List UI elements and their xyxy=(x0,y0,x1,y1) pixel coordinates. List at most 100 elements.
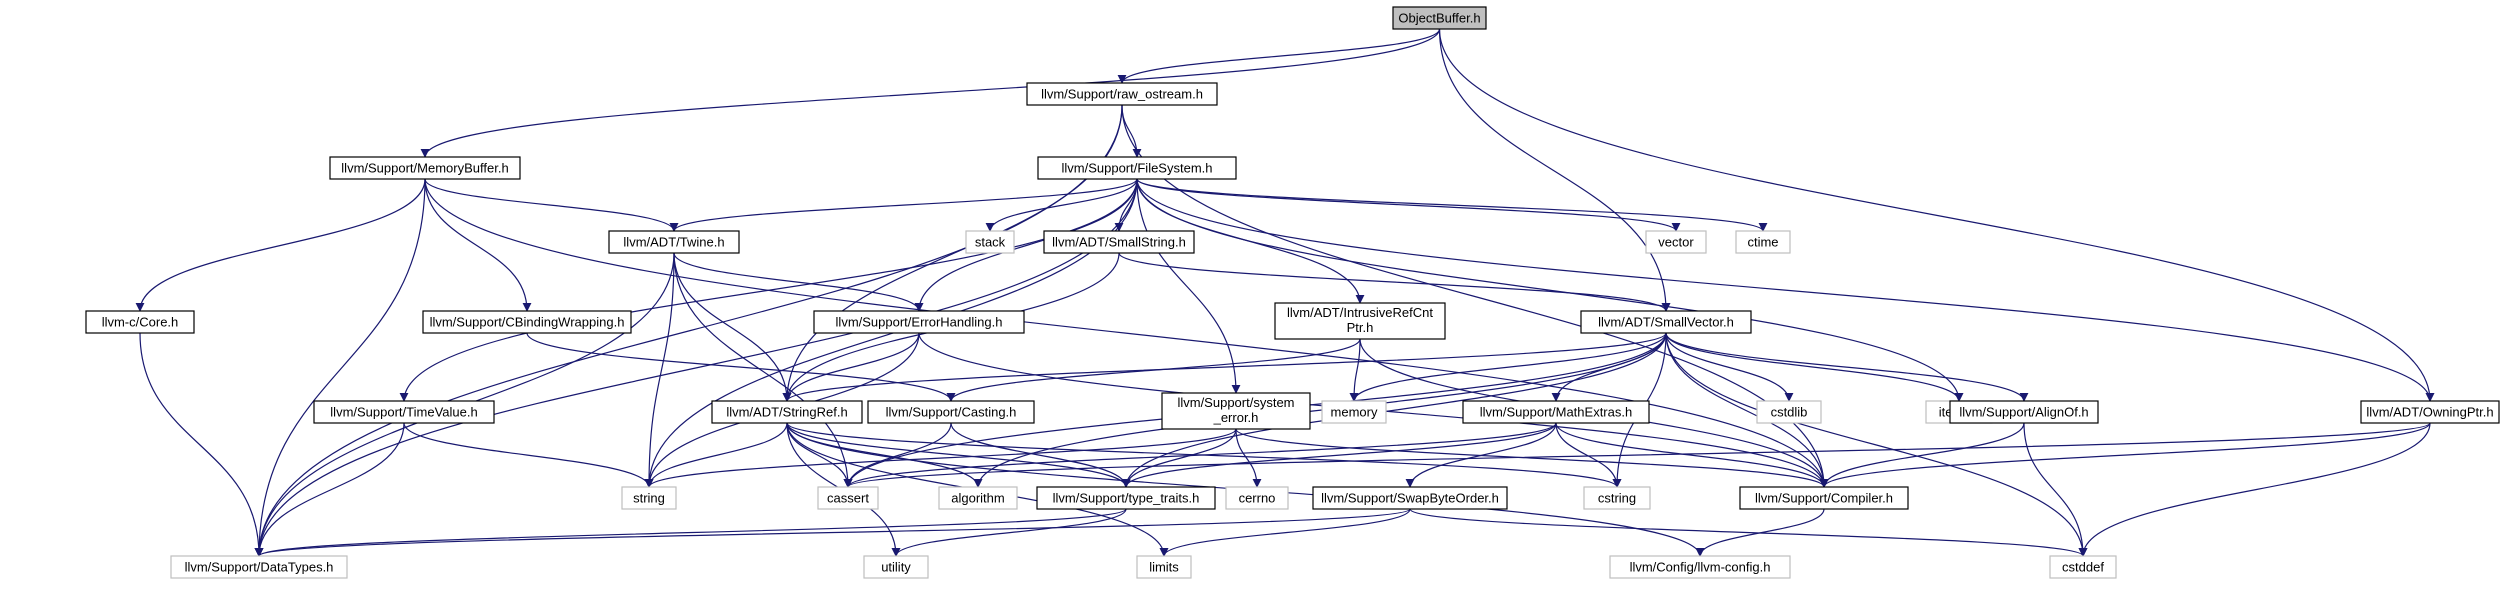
node-label: llvm/ADT/OwningPtr.h xyxy=(2366,405,2493,420)
node-box xyxy=(1756,400,1822,424)
node-label: llvm/Support/FileSystem.h xyxy=(1062,161,1213,176)
node-box xyxy=(85,310,195,334)
node-box xyxy=(863,555,929,579)
node-box xyxy=(608,230,740,254)
node-label: llvm-c/Core.h xyxy=(102,315,179,330)
edge-n23-n36 xyxy=(2078,422,2431,557)
node-label: ctime xyxy=(1747,235,1778,250)
node-n22[interactable]: llvm/Support/AlignOf.h xyxy=(1949,400,2099,424)
node-n20[interactable]: llvm/Support/system _error.h xyxy=(1161,392,1311,430)
node-n23[interactable]: llvm/ADT/OwningPtr.h xyxy=(2360,400,2500,424)
node-n3[interactable]: llvm/Support/FileSystem.h xyxy=(1037,156,1237,180)
node-n0: ObjectBuffer.h xyxy=(1392,6,1487,30)
node-label: llvm/Support/Compiler.h xyxy=(1755,491,1893,506)
node-label: llvm/Support/MathExtras.h xyxy=(1480,405,1632,420)
node-label: llvm/ADT/IntrusiveRefCnt Ptr.h xyxy=(1287,305,1433,335)
node-n13[interactable]: llvm/ADT/SmallVector.h xyxy=(1580,310,1752,334)
edge-n13-n15 xyxy=(1665,332,1794,402)
node-n25: cassert xyxy=(817,486,879,510)
node-n31[interactable]: llvm/Support/Compiler.h xyxy=(1739,486,1909,510)
edge-n3-n23 xyxy=(1136,178,2435,402)
node-label: llvm/ADT/SmallVector.h xyxy=(1598,315,1734,330)
edge-n13-n14 xyxy=(1349,332,1667,402)
node-n11[interactable]: llvm/Support/ErrorHandling.h xyxy=(813,310,1025,334)
node-box xyxy=(1037,156,1237,180)
node-label: llvm/Support/SwapByteOrder.h xyxy=(1321,491,1499,506)
edge-n4-n24 xyxy=(644,252,675,488)
node-box xyxy=(938,486,1018,510)
edges-layer xyxy=(135,28,2435,557)
node-n19[interactable]: llvm/Support/Casting.h xyxy=(867,400,1035,424)
node-box xyxy=(813,310,1025,334)
edge-n23-n31 xyxy=(1819,422,2431,488)
node-box xyxy=(621,486,677,510)
node-n12[interactable]: llvm/ADT/IntrusiveRefCnt Ptr.h xyxy=(1274,302,1446,340)
edge-n13-n36 xyxy=(1665,332,2088,557)
node-label: llvm/Support/DataTypes.h xyxy=(185,560,334,575)
node-label: llvm/Support/AlignOf.h xyxy=(1959,405,2088,420)
edge-n21-n27 xyxy=(1121,422,1557,488)
node-n9[interactable]: llvm-c/Core.h xyxy=(85,310,195,334)
node-box xyxy=(1392,6,1487,30)
node-label: llvm/Support/CBindingWrapping.h xyxy=(430,315,625,330)
edge-n31-n35 xyxy=(1695,508,1825,557)
edge-n0-n1 xyxy=(1117,28,1441,84)
edge-n17-n24 xyxy=(403,422,654,488)
node-label: memory xyxy=(1331,405,1378,420)
node-n1[interactable]: llvm/Support/raw_ostream.h xyxy=(1026,82,1218,106)
node-n10[interactable]: llvm/Support/CBindingWrapping.h xyxy=(422,310,632,334)
node-label: algorithm xyxy=(951,491,1004,506)
edge-n21-n30 xyxy=(1555,422,1622,488)
edge-n9-n32 xyxy=(139,332,264,557)
edge-n2-n9 xyxy=(135,178,426,312)
node-n17[interactable]: llvm/Support/TimeValue.h xyxy=(313,400,495,424)
node-n28: cerrno xyxy=(1225,486,1289,510)
edge-n17-n32 xyxy=(254,422,405,557)
node-box xyxy=(329,156,521,180)
edge-n22-n36 xyxy=(2023,422,2088,557)
node-n21[interactable]: llvm/Support/MathExtras.h xyxy=(1462,400,1650,424)
edge-n4-n11 xyxy=(673,252,924,312)
edge-n2-n10 xyxy=(424,178,532,312)
edge-n20-n24 xyxy=(644,428,1237,488)
node-n29[interactable]: llvm/Support/SwapByteOrder.h xyxy=(1312,486,1508,510)
node-n7: vector xyxy=(1645,230,1707,254)
node-box xyxy=(422,310,632,334)
edge-n22-n31 xyxy=(1819,422,2025,488)
edge-n3-n5 xyxy=(985,178,1138,232)
edge-n3-n20 xyxy=(1136,178,1241,394)
node-label: vector xyxy=(1658,235,1694,250)
node-n8: ctime xyxy=(1735,230,1791,254)
edge-n13-n27 xyxy=(1121,332,1667,488)
node-n2[interactable]: llvm/Support/MemoryBuffer.h xyxy=(329,156,521,180)
node-label: llvm/Support/raw_ostream.h xyxy=(1041,87,1203,102)
node-box xyxy=(1312,486,1508,510)
node-box xyxy=(1735,230,1791,254)
edge-n23-n25 xyxy=(843,422,2431,488)
node-box xyxy=(817,486,879,510)
node-box xyxy=(1462,400,1650,424)
edge-n4-n25 xyxy=(673,252,853,488)
node-n6[interactable]: llvm/ADT/SmallString.h xyxy=(1043,230,1195,254)
edge-n13-n31 xyxy=(1665,332,1829,488)
edge-n27-n33 xyxy=(891,508,1127,557)
node-n4[interactable]: llvm/ADT/Twine.h xyxy=(608,230,740,254)
node-label: llvm/Support/ErrorHandling.h xyxy=(836,315,1003,330)
node-n30: cstring xyxy=(1583,486,1651,510)
edge-n20-n27 xyxy=(1121,428,1237,488)
edge-n4-n18 xyxy=(673,252,792,402)
node-label: stack xyxy=(975,235,1006,250)
node-box xyxy=(1161,392,1311,430)
node-box xyxy=(2360,400,2500,424)
edge-n21-n25 xyxy=(843,422,1557,488)
node-label: llvm/ADT/Twine.h xyxy=(623,235,724,250)
node-n18[interactable]: llvm/ADT/StringRef.h xyxy=(711,400,863,424)
node-box xyxy=(867,400,1035,424)
node-n27[interactable]: llvm/Support/type_traits.h xyxy=(1036,486,1216,510)
node-label: string xyxy=(633,491,665,506)
node-box xyxy=(1274,302,1446,340)
node-n15: cstdlib xyxy=(1756,400,1822,424)
edge-n29-n32 xyxy=(254,508,1411,557)
node-label: llvm/Support/type_traits.h xyxy=(1053,491,1200,506)
